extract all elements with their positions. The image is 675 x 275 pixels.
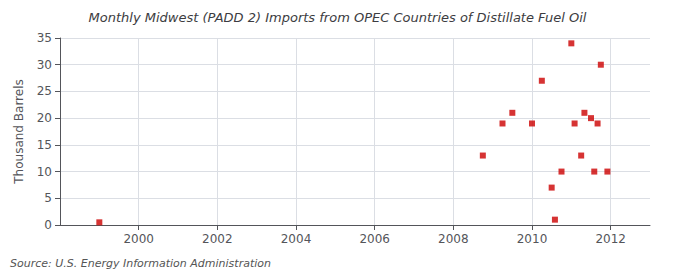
- svg-text:Source: U.S. Energy Informatio: Source: U.S. Energy Information Administ…: [10, 257, 271, 270]
- svg-text:2006: 2006: [359, 232, 390, 246]
- svg-text:0: 0: [44, 218, 52, 232]
- svg-text:10: 10: [37, 165, 52, 179]
- svg-text:15: 15: [37, 138, 52, 152]
- svg-text:2008: 2008: [438, 232, 469, 246]
- svg-text:2002: 2002: [202, 232, 233, 246]
- svg-text:25: 25: [37, 84, 52, 98]
- svg-text:2010: 2010: [517, 232, 548, 246]
- svg-text:35: 35: [37, 31, 52, 45]
- svg-text:2012: 2012: [595, 232, 626, 246]
- svg-text:30: 30: [37, 58, 52, 72]
- svg-text:2004: 2004: [281, 232, 312, 246]
- svg-text:20: 20: [37, 111, 52, 125]
- svg-text:Monthly Midwest (PADD 2) Impor: Monthly Midwest (PADD 2) Imports from OP…: [89, 10, 587, 25]
- svg-text:5: 5: [44, 191, 52, 205]
- svg-text:Thousand Barrels: Thousand Barrels: [12, 79, 26, 184]
- svg-text:2000: 2000: [123, 232, 154, 246]
